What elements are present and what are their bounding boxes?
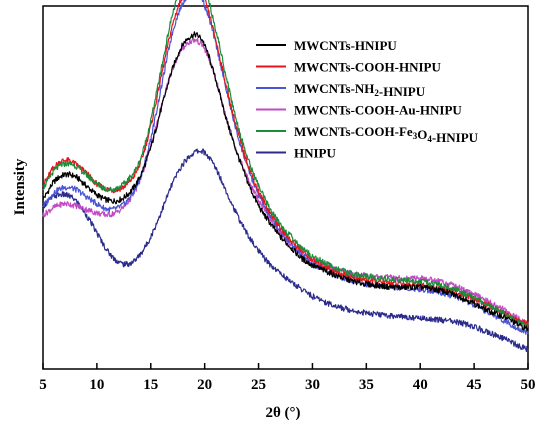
legend-label-2: MWCNTs-NH2-HNIPU xyxy=(294,81,426,99)
series-layer xyxy=(42,0,529,353)
x-tick-label-35: 35 xyxy=(359,377,374,393)
series-line-hnipu xyxy=(42,148,529,353)
x-tick-label-5: 5 xyxy=(39,377,47,393)
x-tick-label-45: 45 xyxy=(467,377,482,393)
x-axis-ticks: 5 10 15 20 25 30 35 40 45 50 xyxy=(39,363,536,393)
x-tick-label-25: 25 xyxy=(251,377,266,393)
y-axis-title: Intensity xyxy=(12,158,28,215)
legend-label-1: MWCNTs-COOH-HNIPU xyxy=(294,60,441,75)
series-line-mwcnts-cooh-fe-o-hnipu xyxy=(42,0,529,328)
x-tick-label-15: 15 xyxy=(143,377,158,393)
plot-frame xyxy=(42,5,529,370)
legend-label-0: MWCNTs-HNIPU xyxy=(294,38,397,53)
series-line-mwcnts-cooh-au-hnipu xyxy=(42,37,529,327)
x-axis-title: 2θ (°) xyxy=(265,405,300,421)
x-tick-label-50: 50 xyxy=(521,377,536,393)
series-line-mwcnts-hnipu xyxy=(42,31,529,332)
x-tick-label-30: 30 xyxy=(305,377,320,393)
x-tick-label-20: 20 xyxy=(197,377,212,393)
legend-label-3: MWCNTs-COOH-Au-HNIPU xyxy=(294,103,462,118)
x-tick-label-40: 40 xyxy=(413,377,428,393)
legend-label-4: MWCNTs-COOH-Fe3O4-HNIPU xyxy=(294,124,479,145)
x-tick-label-10: 10 xyxy=(89,377,104,393)
legend-label-5: HNIPU xyxy=(294,146,337,161)
legend: MWCNTs-HNIPU MWCNTs-COOH-HNIPU MWCNTs-NH2-… xyxy=(256,38,479,161)
